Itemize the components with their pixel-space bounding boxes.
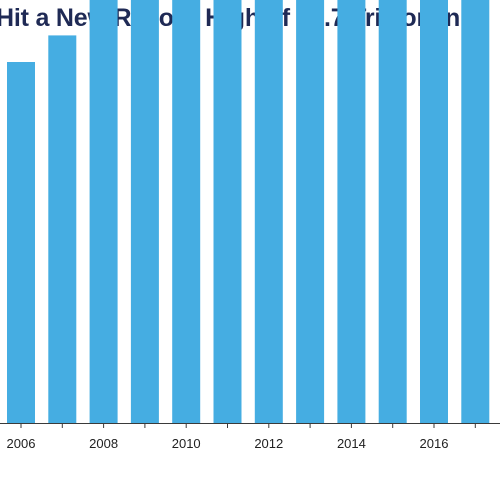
x-ticks-group: 2006 2008 2010 2012 2014 2016 (7, 423, 476, 451)
bar-2008 (89, 0, 118, 424)
bars-group (7, 0, 490, 424)
bar-2015 (378, 0, 407, 423)
bar-2013 (296, 0, 325, 423)
bar-2017 (461, 0, 490, 423)
bar-2010 (172, 0, 201, 423)
x-tick-label-2010: 2010 (172, 436, 201, 451)
x-tick-label-2006: 2006 (7, 436, 36, 451)
bar-2014 (337, 0, 366, 423)
bar-2016 (420, 0, 448, 423)
bar-2007 (48, 35, 77, 424)
bar-2011 (213, 0, 242, 423)
bar-2009 (130, 0, 159, 423)
x-tick-label-2014: 2014 (337, 436, 366, 451)
x-tick-label-2016: 2016 (420, 436, 449, 451)
x-tick-label-2012: 2012 (254, 436, 283, 451)
bar-2006 (7, 62, 35, 423)
bar-2012 (254, 0, 283, 423)
x-tick-label-2008: 2008 (89, 436, 118, 451)
